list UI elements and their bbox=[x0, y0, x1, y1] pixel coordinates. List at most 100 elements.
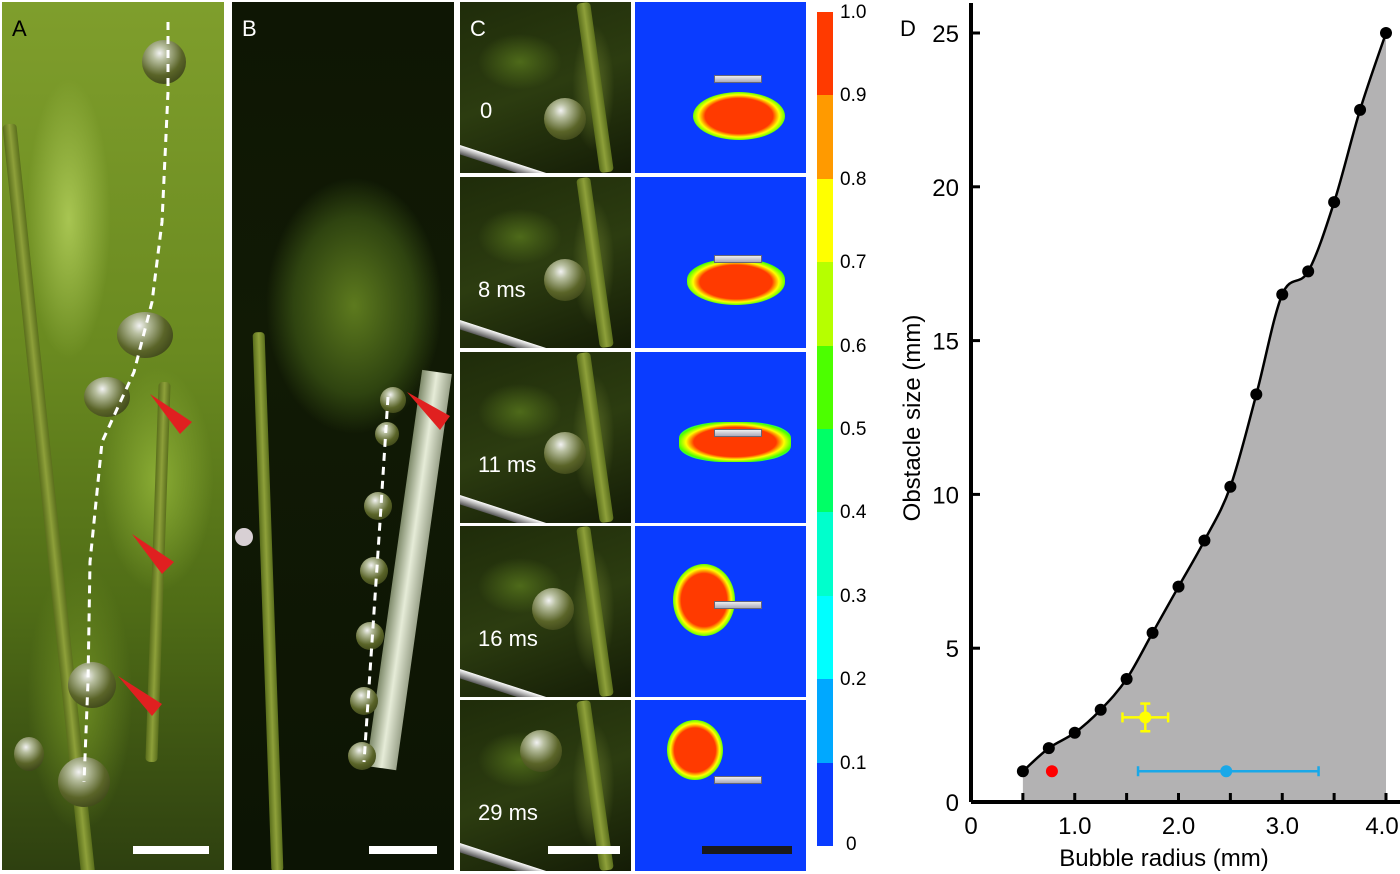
obstacle-bar bbox=[714, 75, 762, 83]
y-tick-label: 5 bbox=[946, 636, 959, 663]
marker bbox=[1220, 765, 1233, 778]
colorbar-segment bbox=[817, 595, 833, 680]
yellow-point bbox=[1121, 702, 1170, 733]
obstacle-bar bbox=[714, 255, 762, 263]
colorbar-segment bbox=[817, 679, 833, 764]
blue-point bbox=[1136, 765, 1320, 778]
marker bbox=[1139, 711, 1152, 724]
bubble bbox=[532, 588, 574, 630]
colorbar-tick-label: 0.8 bbox=[840, 168, 867, 190]
bubble bbox=[142, 40, 186, 84]
colorbar bbox=[817, 12, 833, 847]
colorbar-tick-label: 0.4 bbox=[840, 502, 867, 524]
panel-b-photo: B bbox=[232, 2, 454, 870]
colorbar-segment bbox=[817, 429, 833, 513]
bubble bbox=[364, 492, 392, 520]
red-arrowhead-icon bbox=[150, 394, 192, 434]
colorbar-segment bbox=[817, 178, 833, 263]
bubble-path-dashed bbox=[82, 22, 192, 783]
colorbar-tick-label: 1.0 bbox=[840, 2, 867, 23]
plant-stem bbox=[576, 526, 614, 697]
y-tick-label: 10 bbox=[932, 482, 959, 509]
colorbar-segment bbox=[817, 12, 833, 96]
gas-fraction-blob bbox=[667, 720, 723, 780]
simulation-colormap-frame bbox=[635, 700, 806, 871]
colorbar-tick-label: 0.6 bbox=[840, 335, 867, 357]
bubble bbox=[14, 737, 44, 771]
colorbar-segment bbox=[817, 512, 833, 597]
needle bbox=[460, 317, 557, 348]
colorbar-tick-label: 0.1 bbox=[840, 752, 867, 774]
simulation-colormap-frame bbox=[635, 526, 806, 697]
simulation-colormap-frame bbox=[635, 177, 806, 348]
panel-label-b: B bbox=[242, 16, 257, 41]
colorbar-tick-label: 0.9 bbox=[840, 85, 867, 107]
y-tick-label: 25 bbox=[932, 21, 959, 48]
x-tick-label: 1.0 bbox=[1058, 813, 1091, 840]
obstacle-bar bbox=[714, 601, 762, 609]
colorbar-segment bbox=[817, 95, 833, 180]
bubble-path-dashed bbox=[362, 392, 450, 763]
frame-time-label: 16 ms bbox=[478, 626, 538, 651]
plant-stem bbox=[576, 177, 614, 348]
red-arrowhead-icon bbox=[118, 676, 162, 716]
panel-a-photo: A bbox=[2, 2, 224, 870]
gas-fraction-blob bbox=[679, 422, 791, 462]
gas-fraction-blob bbox=[687, 259, 785, 305]
colorbar-segment bbox=[817, 345, 833, 430]
bubble bbox=[68, 662, 116, 708]
colorbar-tick-label: 0.2 bbox=[840, 669, 867, 691]
colorbar-tick-label: 0 bbox=[846, 834, 857, 855]
scale-bar bbox=[369, 846, 437, 854]
panel-label-d: D bbox=[900, 16, 916, 41]
x-tick-label: 2.0 bbox=[1162, 813, 1195, 840]
data-point bbox=[1380, 27, 1392, 39]
bubble bbox=[380, 387, 406, 413]
scale-bar bbox=[702, 846, 792, 854]
data-point bbox=[1120, 672, 1133, 685]
chart-panel-d: D 0 1.0 2.0 3.0 4.0 0 5 10 15 20 25 Bubble radius … bbox=[899, 3, 1400, 872]
highspeed-frame-photo: 29 ms bbox=[460, 700, 631, 871]
panel-label-a: A bbox=[12, 16, 27, 41]
data-point bbox=[1198, 534, 1211, 547]
data-point bbox=[1302, 265, 1315, 278]
y-tick-label: 20 bbox=[932, 175, 959, 202]
data-point bbox=[1276, 288, 1289, 301]
marker bbox=[1045, 765, 1058, 778]
scale-bar bbox=[133, 846, 209, 854]
gas-fraction-blob bbox=[673, 564, 735, 636]
x-tick-label: 4.0 bbox=[1365, 813, 1398, 840]
x-tick-label: 3.0 bbox=[1266, 813, 1299, 840]
data-point bbox=[1328, 196, 1341, 209]
data-point bbox=[1354, 103, 1367, 116]
plant-stem bbox=[576, 352, 614, 523]
colorbar-segment bbox=[817, 262, 833, 347]
colorbar-segment bbox=[817, 762, 833, 847]
x-axis-label: Bubble radius (mm) bbox=[1059, 845, 1268, 872]
data-point bbox=[1250, 388, 1263, 401]
colorbar-tick-label: 0.5 bbox=[840, 419, 867, 440]
frame-time-label: 29 ms bbox=[478, 800, 538, 825]
obstacle-bar bbox=[714, 776, 762, 784]
simulation-colormap-frame bbox=[635, 352, 806, 523]
plant-stem bbox=[576, 2, 614, 173]
highspeed-frame-photo: 16 ms bbox=[460, 526, 631, 697]
obstacle-bar bbox=[714, 429, 762, 437]
bubble bbox=[360, 557, 388, 585]
red-arrowhead-icon bbox=[407, 392, 450, 430]
bubble bbox=[356, 622, 384, 650]
red-arrowhead-icon bbox=[132, 534, 174, 574]
highspeed-frame-photo: 8 ms bbox=[460, 177, 631, 348]
y-tick-label: 15 bbox=[932, 329, 959, 356]
gas-fraction-blob bbox=[693, 92, 785, 140]
threshold-shaded-area bbox=[1022, 33, 1386, 802]
panel-label-c: C bbox=[470, 16, 486, 41]
frame-time-label: 8 ms bbox=[478, 277, 526, 302]
bubble bbox=[544, 259, 586, 301]
bubble bbox=[348, 742, 376, 770]
scale-bar bbox=[548, 846, 620, 854]
data-point bbox=[1068, 726, 1081, 739]
frame-time-label: 11 ms bbox=[478, 452, 537, 477]
red-point bbox=[1045, 765, 1058, 778]
frame-time-label: 0 bbox=[480, 98, 493, 123]
